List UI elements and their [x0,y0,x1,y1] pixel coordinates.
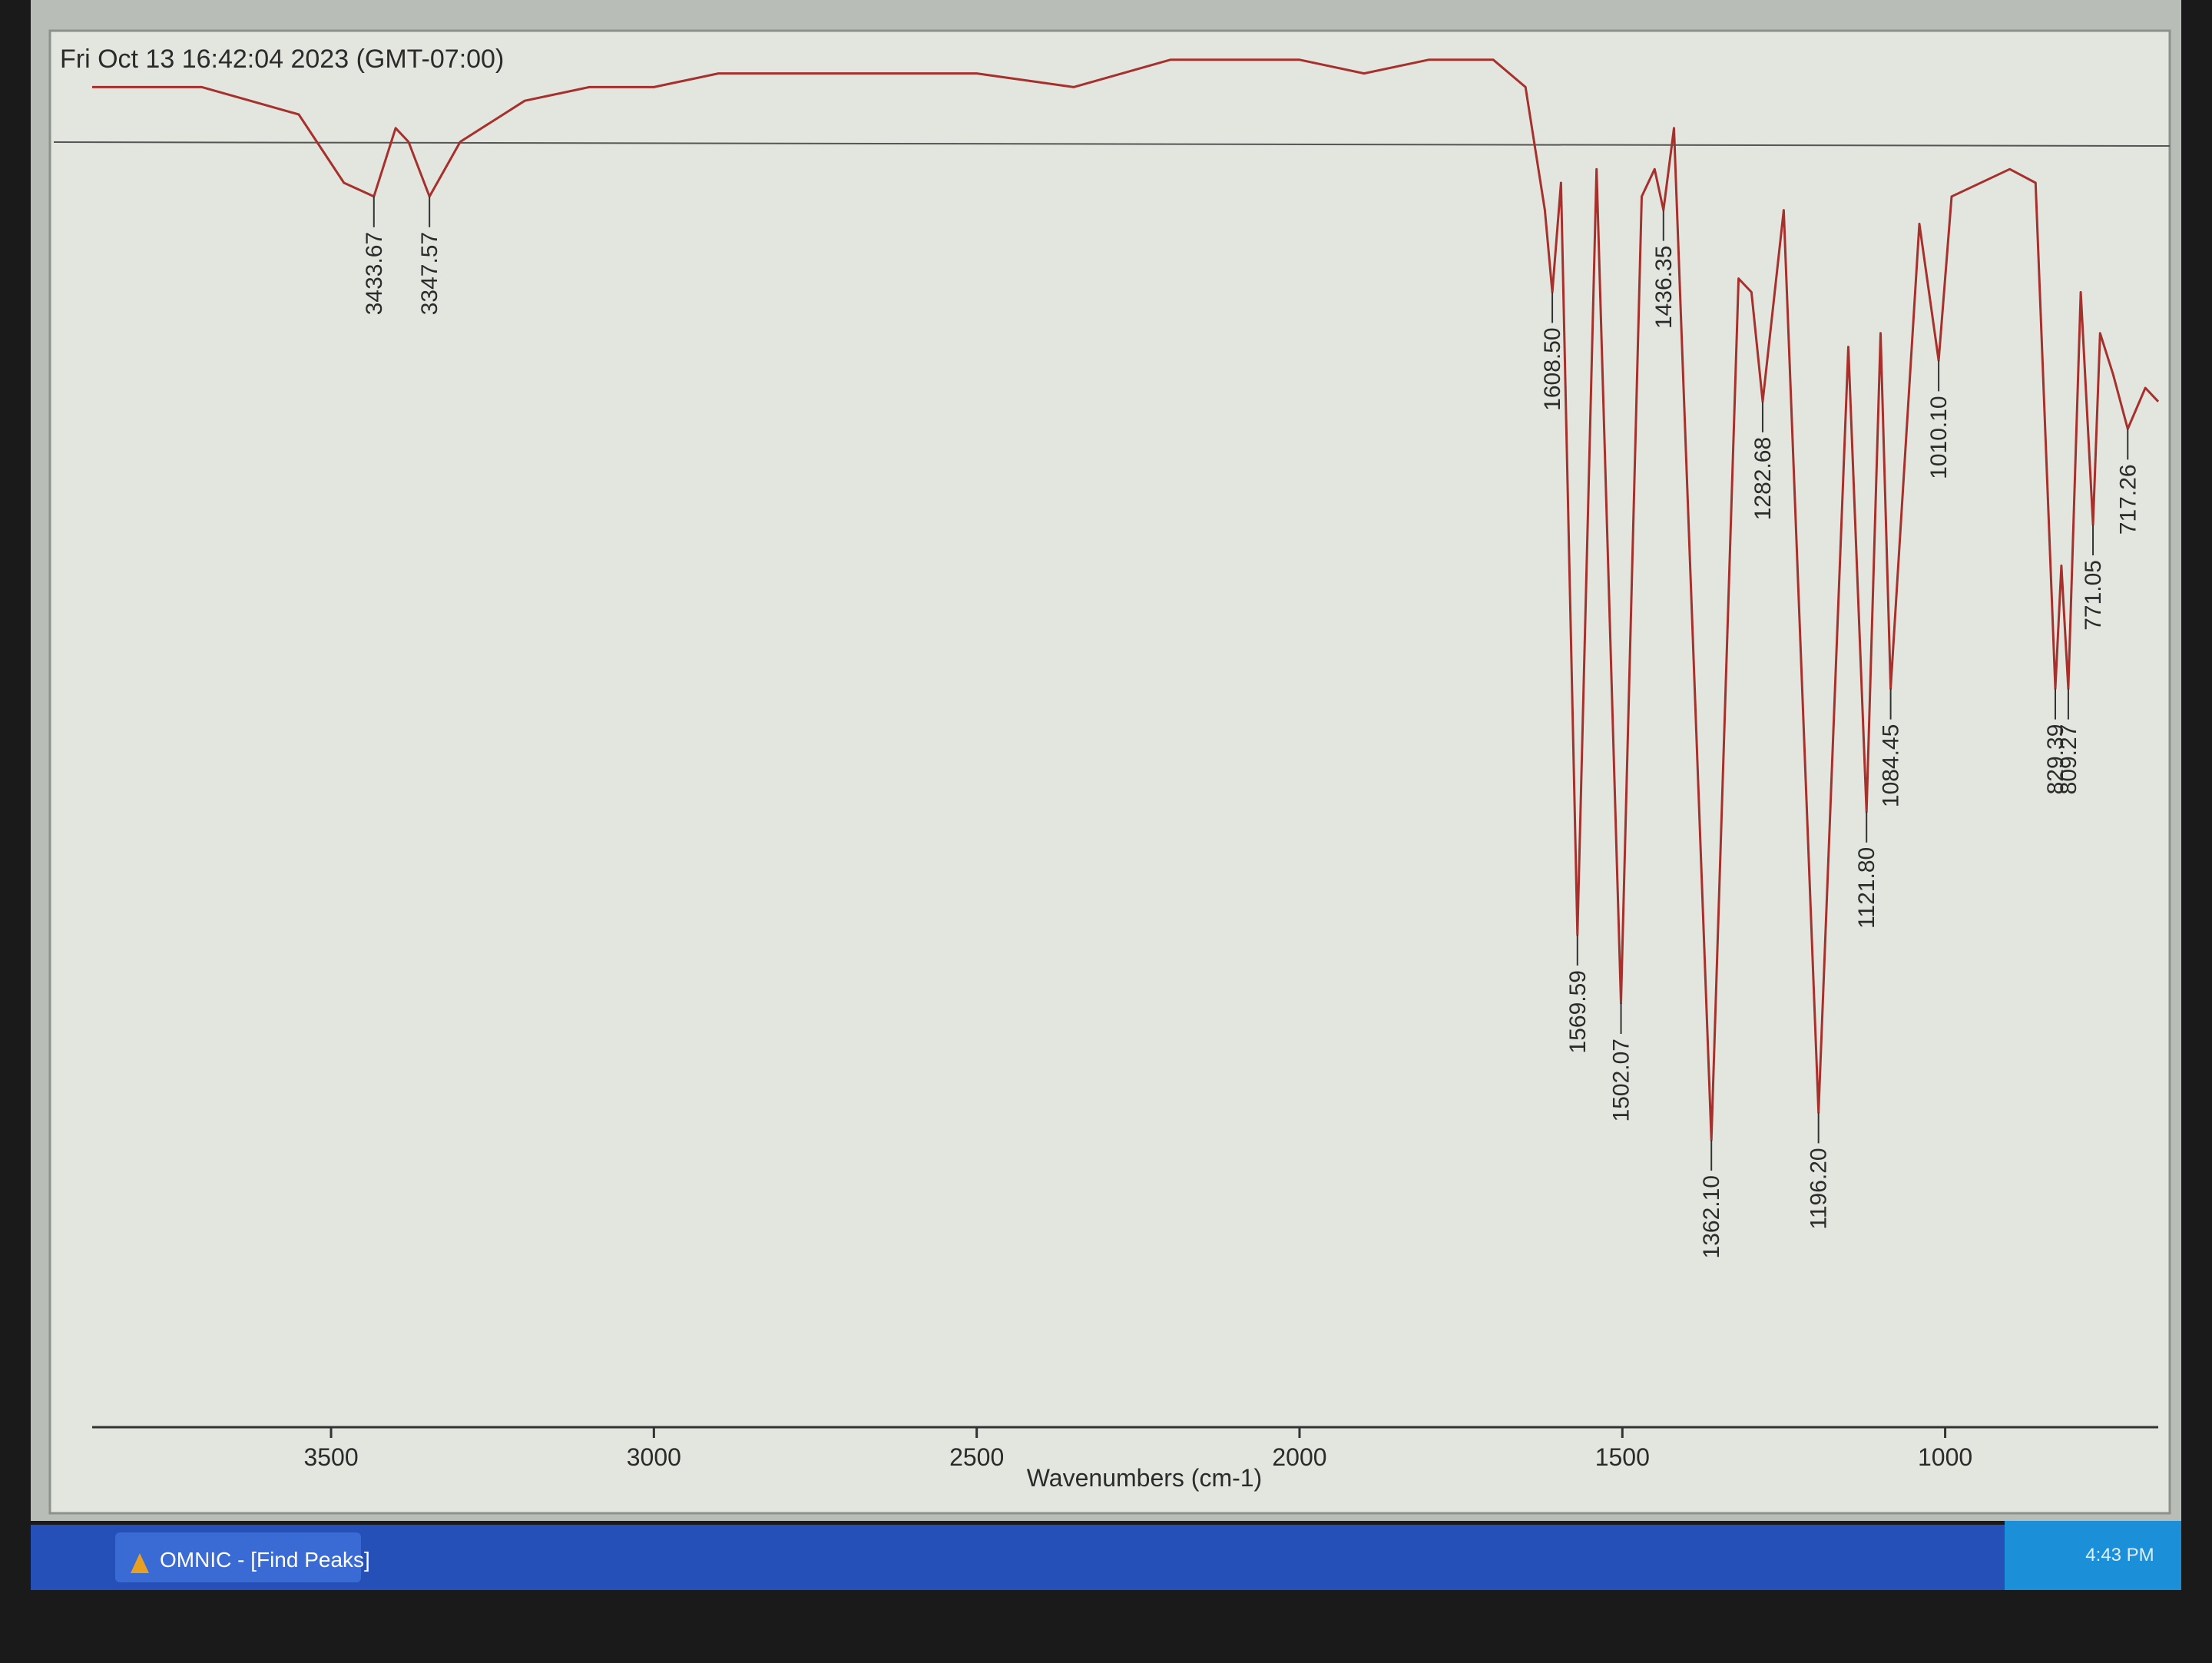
peak-label: 1196.20 [1806,1148,1832,1229]
app-icon [131,1553,149,1573]
spectrum-window [48,29,2171,1515]
x-tick-label: 2500 [949,1443,1004,1471]
system-tray [2005,1521,2181,1590]
peak-label: 1608.50 [1540,327,1565,410]
spectrum-line [92,58,2160,1141]
peak-label: 1362.10 [1699,1175,1724,1258]
peak-label: 1436.35 [1651,246,1677,329]
x-tick-label: 3000 [627,1443,681,1471]
clock: 4:43 PM [2085,1545,2154,1565]
selection-line [53,141,2171,147]
taskbar [31,1525,2181,1590]
taskbar-button[interactable] [115,1532,361,1582]
timestamp: Fri Oct 13 16:42:04 2023 (GMT-07:00) [60,45,504,74]
peak-label: 1282.68 [1750,437,1776,520]
x-tick-label: 1500 [1595,1443,1650,1471]
x-axis-label: Wavenumbers (cm-1) [1027,1464,1262,1492]
peak-label: 1084.45 [1879,724,1904,807]
peak-label: 1569.59 [1565,970,1591,1053]
peak-label: 771.05 [2081,560,2106,631]
peak-label: 3347.57 [417,232,442,315]
peak-label: 1121.80 [1854,847,1879,929]
x-tick-label: 2000 [1272,1443,1326,1471]
peak-label: 1502.07 [1609,1039,1634,1121]
peak-label: 717.26 [2115,464,2141,535]
peak-label: 1010.10 [1926,396,1952,479]
peak-label: 829.39 [2043,724,2068,795]
peak-label: 3433.67 [362,232,387,315]
peak-label: 809.27 [2056,724,2081,795]
x-tick-label: 1000 [1918,1443,1972,1471]
taskbar-button-label[interactable]: OMNIC - [Find Peaks] [160,1548,370,1572]
x-tick-label: 3500 [303,1443,358,1471]
